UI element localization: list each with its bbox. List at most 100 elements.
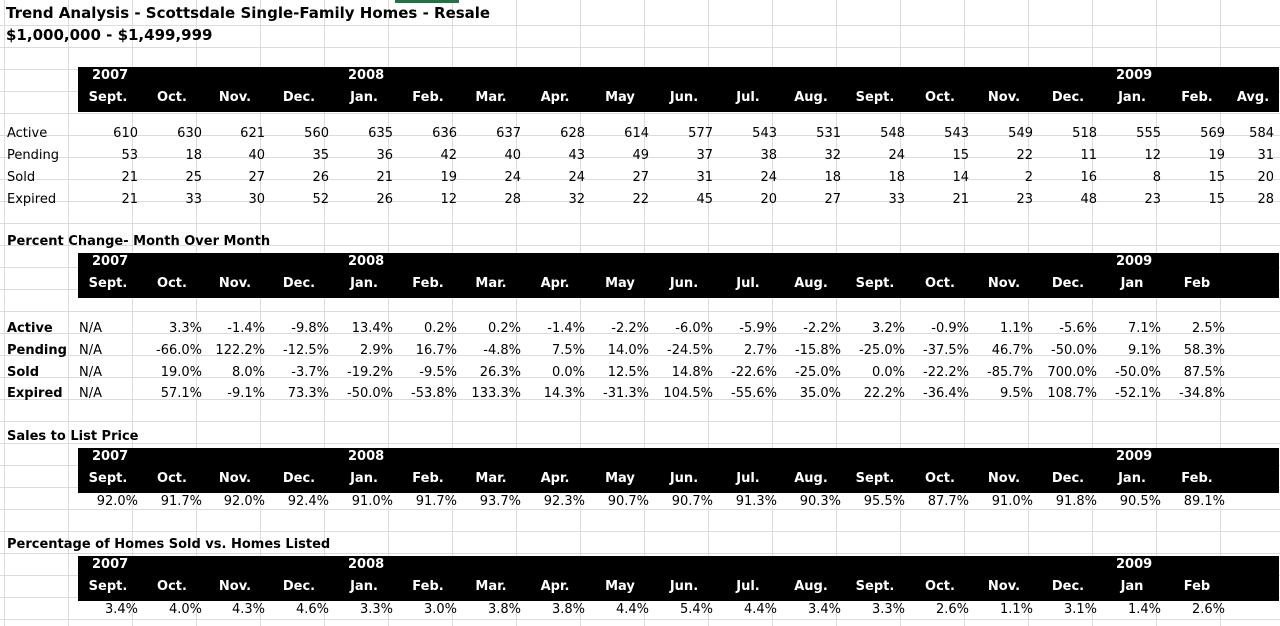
year-label: 2007	[92, 449, 129, 464]
data-cell: 23	[1144, 192, 1161, 207]
data-cell: 4.4%	[743, 602, 777, 617]
data-cell: 22	[632, 192, 649, 207]
month-header: Aug.	[794, 471, 828, 486]
data-cell: 43	[568, 148, 585, 163]
year-label: 2008	[348, 254, 385, 269]
data-cell: -31.3%	[603, 386, 649, 401]
data-cell: 87.7%	[927, 494, 969, 509]
data-cell: 31	[696, 170, 713, 185]
month-header: May	[605, 579, 635, 594]
data-cell: 91.8%	[1055, 494, 1097, 509]
month-header: May	[605, 471, 635, 486]
month-header: Oct.	[925, 276, 955, 291]
data-cell: 621	[240, 126, 265, 141]
data-cell: 3.0%	[423, 602, 457, 617]
month-header: Feb	[1183, 276, 1211, 291]
month-header: Jul.	[736, 276, 760, 291]
data-cell: 518	[1072, 126, 1097, 141]
data-cell: 25	[185, 170, 202, 185]
month-header: Jan.	[350, 276, 378, 291]
data-cell: 90.5%	[1119, 494, 1161, 509]
month-header: Oct.	[157, 471, 187, 486]
header-band: 2007 2008 2009 Sept. Oct. Nov. Dec. Jan. Feb. Mar…	[78, 253, 1279, 298]
data-cell: 15	[1208, 192, 1225, 207]
month-header: Sept.	[88, 90, 128, 105]
data-cell: -22.6%	[731, 365, 777, 380]
data-cell: 27	[248, 170, 265, 185]
month-header: Feb.	[412, 90, 444, 105]
row-label: Active	[7, 321, 53, 336]
data-cell: 3.4%	[807, 602, 841, 617]
data-cell: -1.4%	[227, 321, 265, 336]
month-header: Feb.	[1181, 471, 1213, 486]
month-header: Jan	[1120, 276, 1144, 291]
data-cell: 93.7%	[479, 494, 521, 509]
month-header: Sept.	[88, 276, 128, 291]
data-cell: 577	[688, 126, 713, 141]
month-header: Nov.	[218, 471, 252, 486]
data-cell: 555	[1136, 126, 1161, 141]
data-cell: -15.8%	[795, 343, 841, 358]
month-header: Jun.	[669, 579, 699, 594]
month-header: Nov.	[218, 579, 252, 594]
data-cell: 32	[824, 148, 841, 163]
data-cell: -25.0%	[859, 343, 905, 358]
year-label: 2009	[1116, 254, 1153, 269]
data-cell: 49	[632, 148, 649, 163]
data-cell: 3.8%	[487, 602, 521, 617]
data-cell: -9.5%	[419, 365, 457, 380]
month-header: Jul.	[736, 471, 760, 486]
data-cell: 38	[760, 148, 777, 163]
month-header: Jan.	[1118, 90, 1146, 105]
data-cell: 90.3%	[799, 494, 841, 509]
month-header: Sept.	[855, 471, 895, 486]
data-cell: -6.0%	[675, 321, 713, 336]
data-cell: -22.2%	[923, 365, 969, 380]
data-cell: 3.4%	[104, 602, 138, 617]
data-cell: 53	[121, 148, 138, 163]
data-cell: 1.4%	[1127, 602, 1161, 617]
data-cell: 2.6%	[1191, 602, 1225, 617]
data-cell: -5.9%	[739, 321, 777, 336]
data-cell: 4.4%	[615, 602, 649, 617]
data-cell: 35	[312, 148, 329, 163]
month-header: Oct.	[157, 579, 187, 594]
data-cell: 548	[880, 126, 905, 141]
section-heading-sales-to-list: Sales to List Price	[7, 429, 139, 444]
data-cell: 24	[504, 170, 521, 185]
data-cell: 30	[248, 192, 265, 207]
data-cell: 0.2%	[487, 321, 521, 336]
data-cell: 31	[1257, 148, 1274, 163]
data-cell: 36	[376, 148, 393, 163]
data-cell: -3.7%	[291, 365, 329, 380]
month-header: Jan.	[350, 471, 378, 486]
data-cell: 57.1%	[160, 386, 202, 401]
data-cell: 14.3%	[543, 386, 585, 401]
data-cell: 12	[1144, 148, 1161, 163]
data-cell: 46.7%	[991, 343, 1033, 358]
data-cell: 8	[1152, 170, 1161, 185]
na-cell: N/A	[79, 365, 102, 380]
data-cell: -5.6%	[1059, 321, 1097, 336]
row-label: Pending	[7, 148, 59, 163]
data-cell: -4.8%	[483, 343, 521, 358]
data-cell: -12.5%	[283, 343, 329, 358]
data-cell: 40	[504, 148, 521, 163]
header-band: 2007 2008 2009 Sept. Oct. Nov. Dec. Jan. Feb. Mar…	[78, 448, 1279, 493]
month-header: May	[605, 276, 635, 291]
header-band: 2007 2008 2009 Sept. Oct. Nov. Dec. Jan. Feb. Mar…	[78, 556, 1279, 601]
section-heading-percent-change: Percent Change- Month Over Month	[7, 234, 271, 249]
month-header: Mar.	[475, 471, 507, 486]
month-header: Apr.	[540, 276, 570, 291]
data-cell: 52	[312, 192, 329, 207]
data-cell: 133.3%	[471, 386, 521, 401]
data-cell: -19.2%	[347, 365, 393, 380]
data-cell: 27	[632, 170, 649, 185]
month-header: Sept.	[88, 579, 128, 594]
row-label: Sold	[7, 170, 36, 185]
data-cell: 2.7%	[743, 343, 777, 358]
month-header: Jan.	[350, 579, 378, 594]
data-cell: 1.1%	[999, 602, 1033, 617]
month-header: Mar.	[475, 579, 507, 594]
data-cell: 92.3%	[543, 494, 585, 509]
